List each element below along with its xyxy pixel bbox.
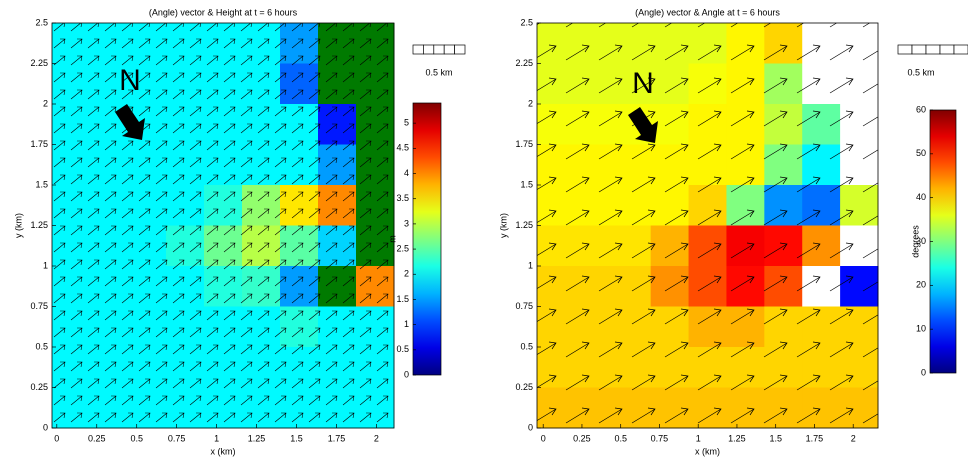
colorbar-tick-label: 1 [404,319,409,329]
colorbar-tick-label: 0 [921,367,926,377]
vector-field [52,23,394,428]
y-tick-label: 1.5 [35,179,48,189]
y-tick-label: 0.5 [520,341,533,351]
north-label: N [632,67,654,100]
x-tick-label: 1 [696,433,701,443]
y-tick-label: 2.5 [520,17,533,27]
colorbar-tick-label: 40 [916,192,926,202]
colorbar [412,102,442,376]
chart-title: (Angle) vector & Angle at t = 6 hours [635,7,780,17]
x-tick-label: 1.75 [806,433,824,443]
y-tick-label: 2 [528,98,533,108]
y-tick-label: 0 [43,422,48,432]
y-tick-label: 0 [528,422,533,432]
x-tick-label: 0.75 [168,433,186,443]
colorbar-tick-label: 1.5 [396,294,409,304]
colorbar-tick-label: 4.5 [396,143,409,153]
x-tick-label: 0 [541,433,546,443]
y-tick-label: 0.75 [30,301,48,311]
y-tick-label: 2.25 [515,58,533,68]
y-tick-label: 0.25 [515,382,533,392]
scale-bar-segment [443,44,455,55]
colorbar-tick-label: 4 [404,168,409,178]
x-tick-label: 2 [851,433,856,443]
x-tick-label: 1.5 [290,433,303,443]
x-tick-label: 1.5 [769,433,782,443]
x-tick-label: 0.75 [651,433,669,443]
x-tick-label: 1.75 [328,433,346,443]
y-tick-label: 0.5 [35,341,48,351]
y-tick-label: 1.25 [515,220,533,230]
scale-bar-segment [953,44,968,55]
north-label: N [119,64,141,97]
colorbar-tick-label: 2 [404,269,409,279]
y-tick-label: 1 [43,260,48,270]
colorbar-tick-label: 0 [404,369,409,379]
y-tick-label: 1 [528,260,533,270]
y-tick-label: 0.25 [30,382,48,392]
scale-bar-segment [412,44,424,55]
scale-bar-segment [897,44,913,55]
chart-title: (Angle) vector & Height at t = 6 hours [149,7,298,17]
colorbar-tick-label: 30 [916,236,926,246]
colorbar-tick-label: 3 [404,218,409,228]
scale-label: 0.5 km [425,67,452,77]
x-axis-label: x (km) [695,446,720,456]
scale-bar-segment [925,44,941,55]
y-axis-label: y (km) [498,213,508,238]
colorbar-tick-label: 50 [916,148,926,158]
y-tick-label: 1.75 [515,139,533,149]
y-axis-label: y (km) [13,213,23,238]
colorbar-label: m [387,235,397,243]
vector-field [537,23,878,428]
colorbar-tick-label: 60 [916,104,926,114]
scale-bar-segment [454,44,466,55]
scale-label: 0.5 km [907,67,934,77]
y-tick-label: 0.75 [515,301,533,311]
scale-bar-segment [911,44,927,55]
x-tick-label: 1 [214,433,219,443]
scale-bar-segment [939,44,955,55]
y-tick-label: 1.75 [30,139,48,149]
scale-bar-segment [423,44,435,55]
colorbar-tick-label: 3.5 [396,193,409,203]
colorbar-label: degrees [910,225,920,258]
colorbar-tick-label: 20 [916,280,926,290]
colorbar-tick-label: 0.5 [396,344,409,354]
x-tick-label: 2 [374,433,379,443]
north-arrow [115,104,145,140]
x-tick-label: 0 [54,433,59,443]
x-tick-label: 1.25 [728,433,746,443]
y-tick-label: 2.5 [35,17,48,27]
y-tick-label: 2 [43,98,48,108]
y-tick-label: 1.5 [520,179,533,189]
x-tick-label: 0.5 [614,433,627,443]
x-tick-label: 1.25 [248,433,266,443]
x-tick-label: 0.5 [130,433,143,443]
y-tick-label: 2.25 [30,58,48,68]
north-arrow [628,107,658,143]
colorbar-tick-label: 10 [916,324,926,334]
x-tick-label: 0.25 [573,433,591,443]
scale-bar-segment [433,44,445,55]
colorbar-tick-label: 2.5 [396,243,409,253]
y-tick-label: 1.25 [30,220,48,230]
colorbar [929,109,957,374]
x-axis-label: x (km) [211,446,236,456]
colorbar-tick-label: 5 [404,118,409,128]
x-tick-label: 0.25 [88,433,106,443]
